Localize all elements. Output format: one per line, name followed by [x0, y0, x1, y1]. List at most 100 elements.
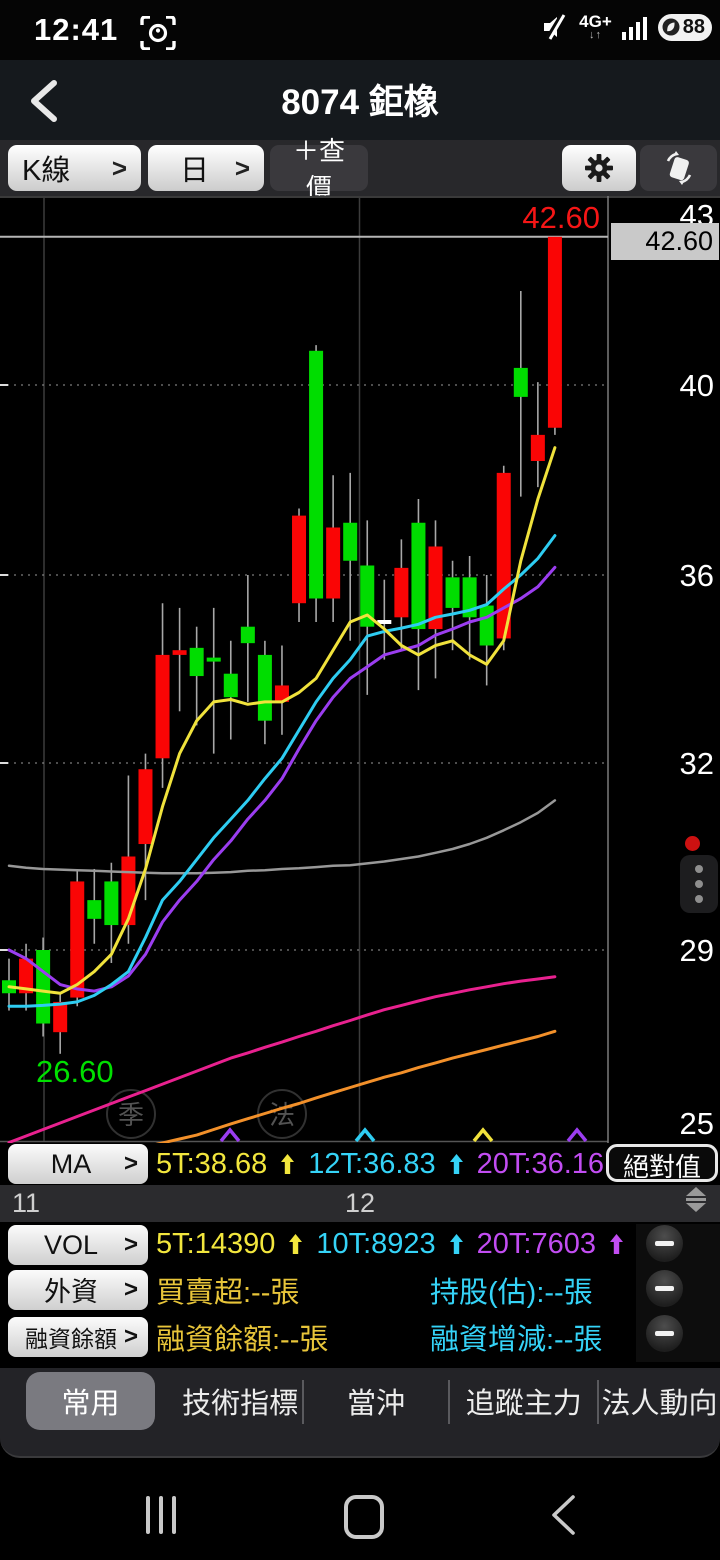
gear-icon: [585, 154, 613, 182]
bottom-tab-bar: 常用 技術指標 當沖 追蹤主力 法人動向: [0, 1368, 720, 1458]
indicator-value: 10T:8923: [316, 1227, 436, 1260]
up-arrow-icon: [281, 1154, 295, 1174]
candle-body: [530, 434, 545, 461]
margin-button[interactable]: 融資餘額 >: [8, 1316, 148, 1357]
absolute-value-button[interactable]: 絕對值: [606, 1144, 718, 1182]
clock: 12:41: [34, 12, 119, 47]
candle-body: [428, 546, 443, 630]
candle-body: [87, 900, 102, 919]
indicator-value: 20T:36.16: [476, 1147, 605, 1180]
ma-line-ma12: [7, 534, 557, 1008]
foreign-investor-row: 外資 > 買賣超:--張 持股(估):--張: [0, 1266, 720, 1313]
vol-values: 5T:14390 10T:8923 20T:7603: [156, 1228, 623, 1261]
candle-body: [547, 236, 562, 428]
ma-indicator-row: MA> 5T:38.68 12T:36.83 20T:36.16 6 絕對值: [0, 1143, 720, 1185]
candle-body: [189, 647, 204, 677]
add-quote-button[interactable]: ＋查價: [270, 136, 368, 203]
tab-2[interactable]: 技術指標: [182, 1388, 299, 1420]
recents-button[interactable]: [146, 1496, 176, 1534]
candle-body: [309, 350, 324, 599]
candle-body: [36, 950, 51, 1024]
android-nav-bar: [0, 1458, 720, 1560]
status-bar: 12:41 4G+ ↓↑: [0, 0, 720, 60]
rotate-screen-button[interactable]: [640, 145, 717, 191]
home-button[interactable]: [344, 1495, 384, 1539]
candle-body: [360, 565, 375, 627]
ma-button[interactable]: MA >: [8, 1144, 148, 1184]
ma-peak-mark: [354, 1127, 376, 1143]
indicator-value: 5T:38.68: [156, 1147, 268, 1180]
settings-button[interactable]: [562, 145, 636, 191]
remove-vol-button[interactable]: [646, 1225, 683, 1262]
y-axis-label: 36: [679, 558, 714, 593]
tab-5[interactable]: 法人動向: [601, 1388, 718, 1420]
ma-line-ma60: [7, 799, 557, 875]
candle-body: [343, 522, 358, 561]
foreign-button[interactable]: 外資 >: [8, 1269, 148, 1310]
mute-icon: [544, 14, 566, 41]
candle-body: [206, 657, 221, 662]
indicator-value: 5T:14390: [156, 1227, 276, 1260]
candle-body: [445, 577, 460, 608]
chart-toolbar: K線 > 日 > ＋查價: [0, 136, 720, 203]
ma-line-ma240: [109, 1029, 557, 1157]
candle-body: [513, 367, 528, 397]
tab-divider: [597, 1380, 600, 1424]
candle-body: [496, 472, 511, 639]
x-axis-row: 11 12: [0, 1185, 720, 1222]
candle-body: [411, 522, 426, 630]
indicator-remove-column: [636, 1224, 720, 1362]
candle-body: [240, 626, 255, 644]
ma-peak-mark: [566, 1127, 588, 1143]
x-axis-month-label: 11: [12, 1188, 41, 1218]
back-nav-button[interactable]: [548, 1494, 578, 1536]
candle-body: [377, 620, 392, 624]
header-bar: 8074 鉅橡: [0, 60, 720, 192]
tab-4[interactable]: 追蹤主力: [465, 1388, 582, 1420]
y-axis-label: 32: [679, 746, 714, 781]
candle-body: [19, 958, 34, 994]
screen-record-icon: [140, 16, 176, 50]
indicator-value: 20T:7603: [476, 1227, 596, 1260]
signal-bars-icon: [621, 17, 647, 40]
candle-body: [257, 654, 272, 721]
panel-resize-handle[interactable]: [678, 1187, 714, 1221]
candle-body: [292, 515, 307, 604]
candle-body: [104, 881, 119, 926]
battery-indicator: 88: [657, 13, 712, 41]
up-arrow-icon: [609, 1234, 623, 1254]
remove-foreign-button[interactable]: [646, 1270, 683, 1307]
ma-peak-mark: [472, 1127, 494, 1143]
remove-margin-button[interactable]: [646, 1315, 683, 1352]
ma-line-ma120: [7, 975, 557, 1144]
margin-balance-row: 融資餘額 > 融資餘額:--張 融資增減:--張: [0, 1313, 720, 1360]
ma-line-ma20: [7, 565, 557, 993]
holdings-estimate-value: 持股(估):--張: [430, 1276, 593, 1309]
rotate-phone-icon: [666, 151, 691, 185]
up-arrow-icon: [449, 1234, 463, 1254]
ma-peak-mark: [219, 1127, 241, 1143]
watermark-circle: [257, 1089, 307, 1139]
back-button[interactable]: [26, 80, 60, 122]
ma-line-ma5: [7, 446, 557, 995]
y-axis-label: 25: [679, 1106, 714, 1141]
tab-3[interactable]: 當沖: [346, 1388, 405, 1420]
chart-type-button[interactable]: K線 >: [8, 145, 141, 191]
candle-body: [223, 673, 238, 698]
candle-body: [462, 577, 477, 618]
candle-body: [70, 881, 85, 998]
up-arrow-icon: [289, 1234, 303, 1254]
tab-1[interactable]: 常用: [26, 1372, 155, 1430]
last-price-tag: 42.60: [611, 223, 719, 260]
y-axis-label: 29: [679, 933, 714, 968]
margin-change-value: 融資增減:--張: [430, 1323, 603, 1356]
candlestick-chart[interactable]: 季法 42.60 26.60 43 42.60 40 36 32 29 25: [0, 196, 720, 1157]
vol-button[interactable]: VOL >: [8, 1225, 148, 1265]
x-axis-month-label: 12: [345, 1188, 376, 1218]
candle-body: [479, 605, 494, 646]
period-button[interactable]: 日 >: [148, 145, 264, 191]
net-buy-sell-value: 買賣超:--張: [156, 1276, 300, 1309]
indicator-value: 12T:36.83: [308, 1147, 436, 1180]
margin-balance-value: 融資餘額:--張: [156, 1323, 329, 1356]
kebab-menu-button[interactable]: [680, 855, 718, 913]
